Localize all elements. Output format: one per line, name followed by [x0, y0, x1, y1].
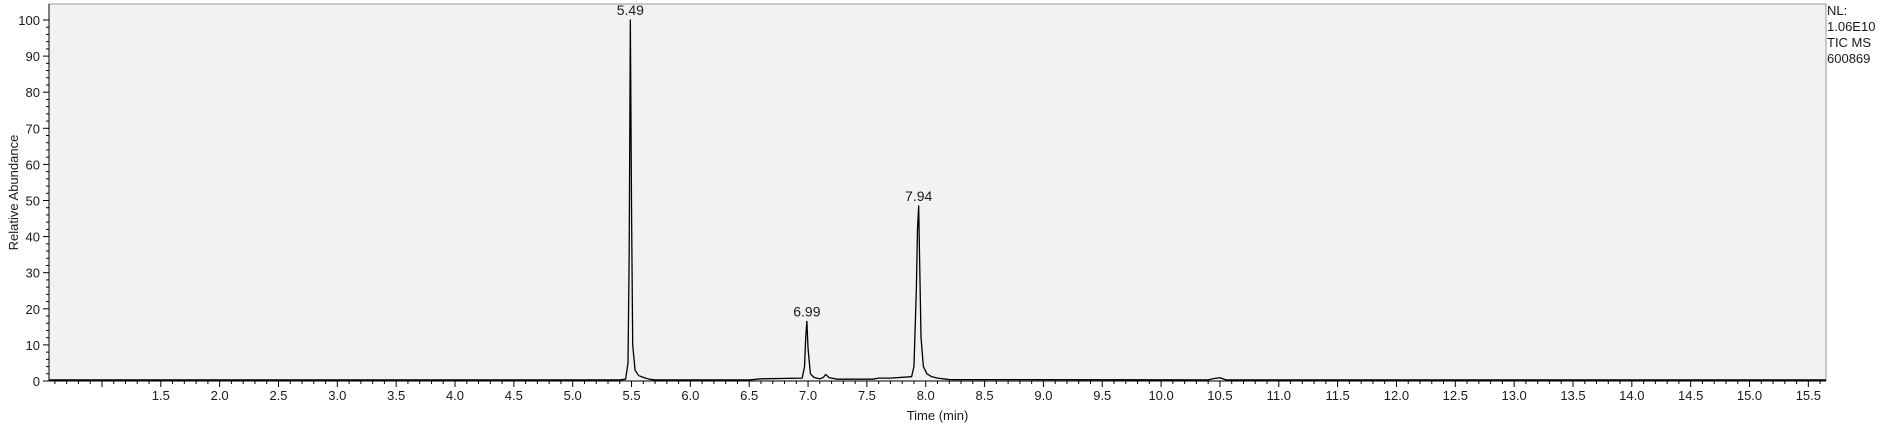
y-tick-label: 0	[33, 374, 40, 389]
y-tick-label: 100	[18, 13, 40, 28]
x-tick-label: 3.5	[387, 388, 405, 403]
x-tick-label: 12.5	[1443, 388, 1468, 403]
y-axis-ticks: 0 10 20 30 40 50 60 70 80 90 100	[18, 13, 49, 389]
x-axis-ticks: 1.5 2.0 2.5 3.0 3.5 4.0 4.5 5.0 5.5 6.0 6.5 7.0 7.5 8…	[54, 381, 1821, 403]
x-tick-label: 12.0	[1384, 388, 1409, 403]
x-tick-label: 5.0	[564, 388, 582, 403]
plot-area	[48, 3, 1827, 382]
peak-label: 7.94	[905, 188, 932, 204]
x-tick-label: 13.5	[1560, 388, 1585, 403]
x-tick-label: 10.5	[1207, 388, 1232, 403]
peak-label: 5.49	[617, 2, 644, 18]
y-tick-label: 10	[26, 338, 40, 353]
y-tick-label: 30	[26, 266, 40, 281]
tic-trace-line	[49, 19, 1826, 381]
y-tick-label: 50	[26, 194, 40, 209]
peak-label: 6.99	[793, 303, 820, 319]
y-axis-title: Relative Abundance	[6, 135, 21, 251]
nl-value: 1.06E10	[1827, 19, 1876, 34]
x-tick-label: 3.0	[328, 388, 346, 403]
normalization-info: NL: 1.06E10 TIC MS 600869	[1827, 3, 1885, 67]
x-tick-label: 8.5	[976, 388, 994, 403]
x-tick-label: 7.5	[858, 388, 876, 403]
y-tick-label: 40	[26, 230, 40, 245]
y-tick-label: 60	[26, 157, 40, 172]
x-tick-label: 5.5	[622, 388, 640, 403]
x-tick-label: 4.5	[505, 388, 523, 403]
x-tick-label: 2.5	[269, 388, 287, 403]
y-tick-label: 20	[26, 302, 40, 317]
x-tick-label: 1.5	[152, 388, 170, 403]
sample-id: 600869	[1827, 51, 1871, 66]
x-tick-label: 8.0	[917, 388, 935, 403]
peak-labels: 5.49 6.99 7.94	[617, 2, 933, 319]
y-tick-label: 90	[26, 49, 40, 64]
x-tick-label: 14.0	[1619, 388, 1644, 403]
x-tick-label: 14.5	[1678, 388, 1703, 403]
y-tick-label: 80	[26, 85, 40, 100]
x-tick-label: 11.0	[1267, 388, 1291, 403]
x-tick-label: 2.0	[211, 388, 229, 403]
x-tick-label: 6.5	[740, 388, 758, 403]
x-tick-label: 7.0	[799, 388, 817, 403]
x-tick-label: 4.0	[446, 388, 464, 403]
x-tick-label: 15.0	[1737, 388, 1762, 403]
x-tick-label: 11.5	[1325, 388, 1349, 403]
x-tick-label: 6.0	[681, 388, 699, 403]
scan-type: TIC MS	[1827, 35, 1872, 50]
x-tick-label: 9.0	[1034, 388, 1052, 403]
nl-label: NL:	[1827, 3, 1848, 18]
x-tick-label: 9.5	[1093, 388, 1111, 403]
x-tick-label: 10.0	[1148, 388, 1173, 403]
x-tick-label: 15.5	[1796, 388, 1821, 403]
y-tick-label: 70	[26, 121, 40, 136]
x-tick-label: 13.0	[1501, 388, 1526, 403]
x-axis-title: Time (min)	[907, 408, 969, 423]
